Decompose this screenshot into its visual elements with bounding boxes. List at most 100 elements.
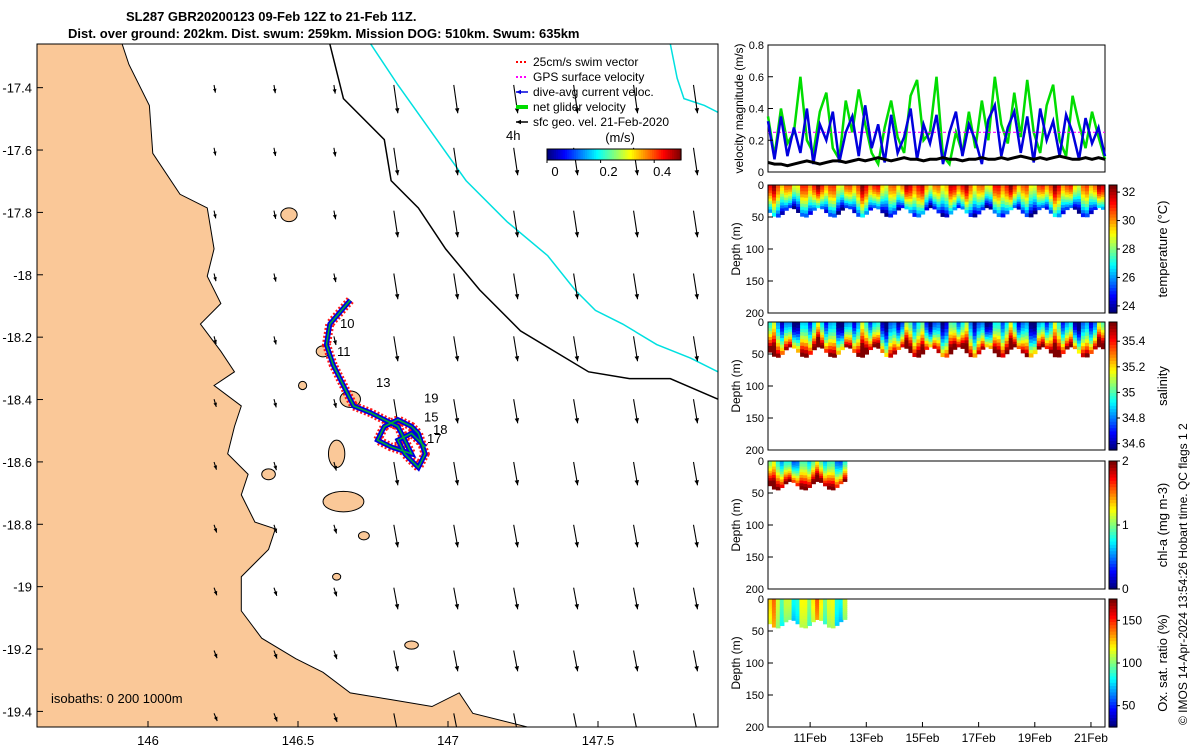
time-step-label: 4h — [506, 128, 520, 143]
profile-cell — [976, 205, 982, 209]
profile-cell — [840, 194, 845, 199]
profile-cell — [787, 609, 793, 612]
profile-cell — [1072, 192, 1078, 196]
colorbar-cell — [1109, 229, 1117, 234]
profile-cell — [772, 188, 777, 192]
profile-cell — [880, 322, 886, 326]
profile-cell — [988, 189, 994, 193]
profile-cell — [803, 475, 809, 479]
profile-cell — [944, 325, 950, 330]
profile-cell — [972, 339, 978, 344]
profile-cell — [815, 615, 820, 618]
profile-cell — [800, 194, 805, 199]
vector-head — [332, 214, 337, 220]
profile-cell — [868, 199, 874, 204]
profile-cell — [936, 204, 942, 208]
profile-cell — [940, 325, 946, 330]
profile-cell — [842, 607, 848, 610]
profile-cell — [783, 605, 789, 609]
profile-cell — [904, 192, 910, 196]
profile-cell — [1096, 336, 1102, 340]
colorbar-cell — [1109, 605, 1117, 610]
colorbar-cell — [1109, 505, 1117, 510]
profile-cell — [940, 322, 946, 327]
profile-cell — [840, 202, 845, 206]
profile-cell — [823, 480, 828, 484]
profile-cell — [832, 343, 837, 348]
colorbar-tick-label: 50 — [1122, 699, 1136, 713]
profile-cell — [832, 213, 837, 218]
profile-cell — [820, 332, 825, 336]
profile-cell — [1048, 193, 1054, 197]
profile-cell — [1080, 342, 1086, 347]
profile-cell — [800, 185, 805, 189]
profile-cell — [864, 193, 869, 198]
profile-cell — [791, 599, 797, 602]
profile-cell — [1052, 346, 1058, 351]
profile-cell — [920, 193, 926, 198]
profile-cell — [780, 190, 785, 195]
colorbar-tick-label: 28 — [1122, 242, 1136, 256]
vector-head — [514, 665, 519, 672]
profile-cell — [976, 328, 982, 333]
profile-cell — [1064, 194, 1070, 198]
profile-cell — [1084, 325, 1090, 330]
velocity-y-tick-label: 0 — [758, 167, 764, 179]
profile-cell — [1056, 213, 1062, 218]
profile-cell — [848, 324, 853, 328]
profile-cell — [1012, 185, 1018, 188]
profile-cell — [956, 198, 962, 202]
profile-cell — [948, 185, 954, 189]
profile-cell — [1032, 344, 1038, 348]
profile-cell — [1060, 190, 1066, 195]
profile-cell — [888, 339, 894, 344]
chart-title: SL287 GBR20200123 09-Feb 12Z to 21-Feb 1… — [126, 9, 417, 24]
profile-cell — [836, 208, 841, 212]
profile-cell — [820, 340, 825, 344]
profile-cell — [884, 349, 890, 354]
colorbar-cell — [1109, 512, 1117, 516]
profile-cell — [948, 202, 954, 206]
profile-cell — [842, 603, 848, 606]
colorbar-tick-label: 35.2 — [1122, 360, 1146, 374]
profile-cell — [1068, 189, 1074, 193]
colorbar-cell — [1109, 194, 1117, 199]
profile-cell — [775, 621, 781, 626]
speed-colorbar-cell — [605, 149, 608, 160]
profile-cell — [1024, 191, 1030, 196]
vector-head — [333, 716, 338, 722]
colorbar-cell — [1109, 515, 1117, 520]
profile-cell — [868, 197, 874, 201]
profile-cell — [968, 328, 974, 334]
profile-cell — [819, 607, 824, 611]
colorbar-cell — [1109, 434, 1117, 438]
profile-cell — [787, 601, 793, 604]
profile-cell — [1008, 340, 1014, 345]
profile-cell — [872, 331, 878, 336]
profile-cell — [838, 616, 844, 620]
profile-cell — [900, 326, 906, 331]
vector-head — [514, 231, 520, 238]
profile-cell — [768, 475, 773, 479]
profile-cell — [783, 481, 789, 485]
profile-cell — [860, 335, 865, 341]
profile-cell — [772, 328, 777, 333]
profile-cell — [880, 196, 886, 200]
vector-head — [213, 276, 217, 282]
profile-cell — [988, 329, 994, 334]
profile-cell — [960, 206, 966, 210]
profile-cell — [968, 210, 974, 214]
profile-cell — [860, 185, 865, 189]
profile-cell — [908, 331, 914, 335]
speed-colorbar-cell — [627, 149, 631, 160]
profile-cell — [924, 343, 930, 348]
profile-cell — [1036, 204, 1042, 208]
profile-cell — [932, 189, 938, 193]
profile-cell — [900, 322, 906, 326]
profile-cell — [780, 322, 785, 326]
profile-cell — [807, 599, 812, 603]
profile-cell — [783, 467, 789, 471]
colorbar-cell — [1109, 334, 1117, 339]
profile-cell — [792, 342, 797, 346]
profile-cell — [1060, 202, 1066, 206]
